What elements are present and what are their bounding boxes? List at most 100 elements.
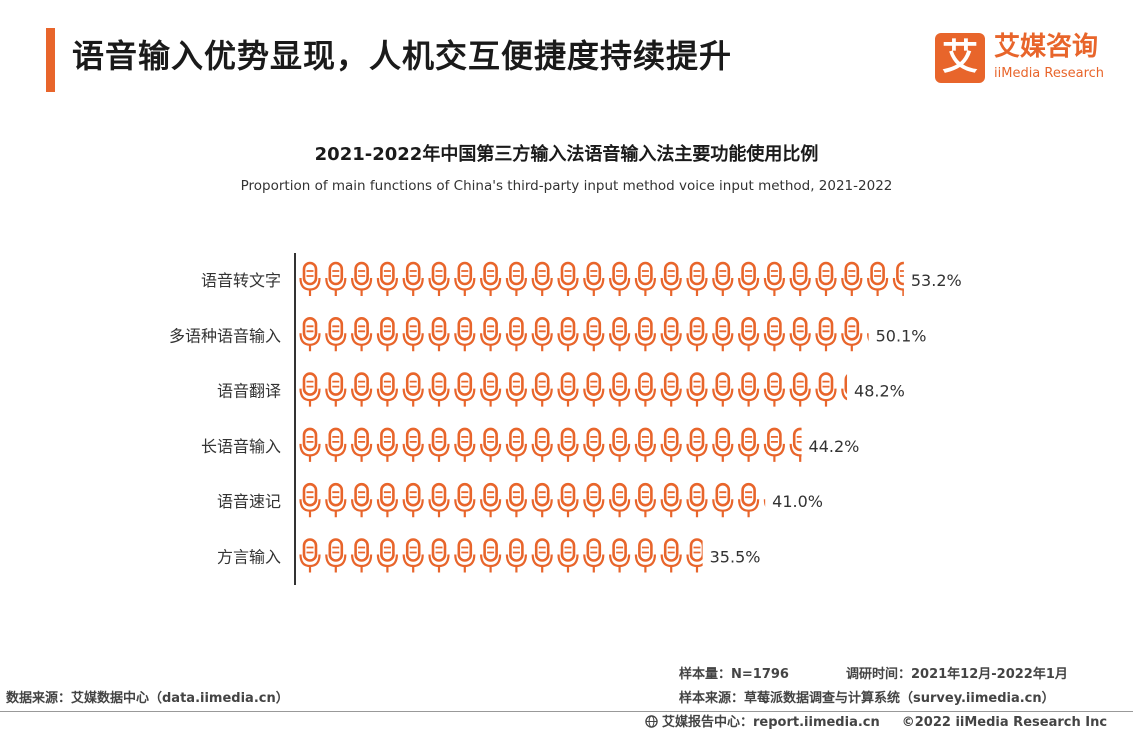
microphone-icon — [582, 372, 605, 408]
brand-logo: 艾 艾媒咨询 iiMedia Research — [935, 32, 1115, 85]
microphone-icon — [531, 538, 554, 574]
microphone-icon — [376, 427, 399, 464]
microphone-icon — [428, 372, 450, 408]
microphone-icon — [350, 316, 373, 353]
microphone-icon — [479, 538, 502, 574]
pictogram-bar-chart: 语音转文字 53.2% 多语种语音输入 50.1% 语音翻译 48.2% 长语音输入 44.2… — [169, 253, 962, 585]
microphone-icon — [737, 316, 760, 353]
microphone-icon — [376, 482, 399, 519]
microphone-icon — [350, 538, 373, 574]
microphone-icon — [660, 372, 683, 408]
microphone-icon — [815, 261, 837, 298]
microphone-icon — [402, 482, 425, 519]
microphone-icon — [531, 316, 554, 353]
microphone-icon — [711, 482, 734, 519]
value-label: 35.5% — [710, 548, 761, 567]
report-center-link[interactable]: 艾媒报告中心：report.iimedia.cn — [662, 715, 880, 730]
value-label: 53.2% — [911, 271, 962, 290]
microphone-icon — [376, 261, 399, 298]
microphone-icon — [299, 482, 321, 519]
page-title: 语音输入优势显现，人机交互便捷度持续提升 — [72, 37, 733, 75]
microphone-icon — [557, 427, 579, 464]
microphone-icon — [686, 316, 708, 353]
microphone-icon — [763, 427, 786, 464]
microphone-icon — [479, 261, 502, 298]
copyright: ©2022 iiMedia Research Inc — [901, 715, 1108, 730]
microphone-icon — [789, 261, 812, 298]
microphone-icon — [608, 372, 631, 408]
microphone-icon — [350, 427, 373, 464]
microphone-icon — [557, 482, 579, 519]
value-label: 48.2% — [854, 382, 905, 401]
microphone-icon — [376, 316, 399, 353]
microphone-icon — [557, 372, 579, 408]
microphone-icon — [299, 538, 321, 574]
microphone-icon — [299, 427, 321, 464]
globe-icon — [645, 715, 658, 728]
data-bar — [299, 316, 869, 353]
microphone-icon — [608, 482, 631, 519]
microphone-icon — [531, 261, 554, 298]
logo-mark: 艾 — [935, 33, 985, 83]
microphone-icon — [557, 316, 579, 353]
microphone-icon — [453, 482, 476, 519]
microphone-icon — [428, 261, 450, 298]
chart-title: 2021-2022年中国第三方输入法语音输入法主要功能使用比例 — [314, 144, 819, 165]
microphone-icon — [531, 372, 554, 408]
footer-credits: 艾媒报告中心：report.iimedia.cn ©2022 iiMedia Re… — [645, 714, 1107, 732]
microphone-icon — [428, 427, 450, 464]
microphone-icon — [634, 427, 657, 464]
microphone-icon — [582, 482, 605, 519]
microphone-icon — [608, 427, 631, 464]
microphone-icon — [324, 261, 347, 298]
microphone-icon — [686, 261, 708, 298]
microphone-icon — [428, 538, 450, 574]
microphone-icon — [453, 261, 476, 298]
microphone-icon — [763, 261, 786, 298]
data-bar — [299, 427, 802, 464]
microphone-icon — [840, 261, 863, 298]
microphone-icon — [376, 372, 399, 408]
microphone-icon — [686, 427, 708, 464]
microphone-icon — [324, 372, 347, 408]
microphone-icon — [324, 427, 347, 464]
microphone-icon — [634, 261, 657, 298]
microphone-icon — [324, 538, 347, 574]
microphone-icon — [299, 372, 321, 408]
microphone-icon — [608, 316, 631, 353]
microphone-icon — [737, 482, 760, 519]
microphone-icon — [711, 372, 734, 408]
microphone-icon — [557, 261, 579, 298]
microphone-icon — [582, 261, 605, 298]
microphone-icon — [660, 427, 683, 464]
microphone-icon — [402, 261, 425, 298]
microphone-icon — [763, 316, 786, 353]
microphone-icon — [840, 316, 863, 353]
microphone-icon — [505, 482, 528, 519]
value-label: 44.2% — [809, 437, 860, 456]
category-label: 语音转文字 — [201, 271, 281, 290]
value-label: 41.0% — [772, 492, 823, 511]
microphone-icon — [453, 316, 476, 353]
microphone-icon — [634, 538, 657, 574]
microphone-icon — [453, 372, 476, 408]
microphone-icon — [686, 372, 708, 408]
category-label: 长语音输入 — [201, 437, 281, 456]
microphone-icon — [350, 261, 373, 298]
microphone-icon — [350, 372, 373, 408]
microphone-icon — [660, 261, 683, 298]
data-bar — [299, 372, 848, 408]
microphone-icon — [866, 261, 889, 298]
microphone-icon — [479, 316, 502, 353]
microphone-icon — [453, 427, 476, 464]
category-label: 方言输入 — [217, 548, 281, 567]
microphone-icon — [686, 482, 708, 519]
microphone-icon — [376, 538, 399, 574]
microphone-icon — [299, 316, 321, 353]
microphone-icon — [402, 316, 425, 353]
microphone-icon — [531, 427, 554, 464]
microphone-icon — [453, 538, 476, 574]
category-label: 语音速记 — [217, 492, 281, 511]
logo-chinese-name: 艾媒咨询 — [994, 32, 1099, 62]
data-bar — [299, 538, 703, 574]
